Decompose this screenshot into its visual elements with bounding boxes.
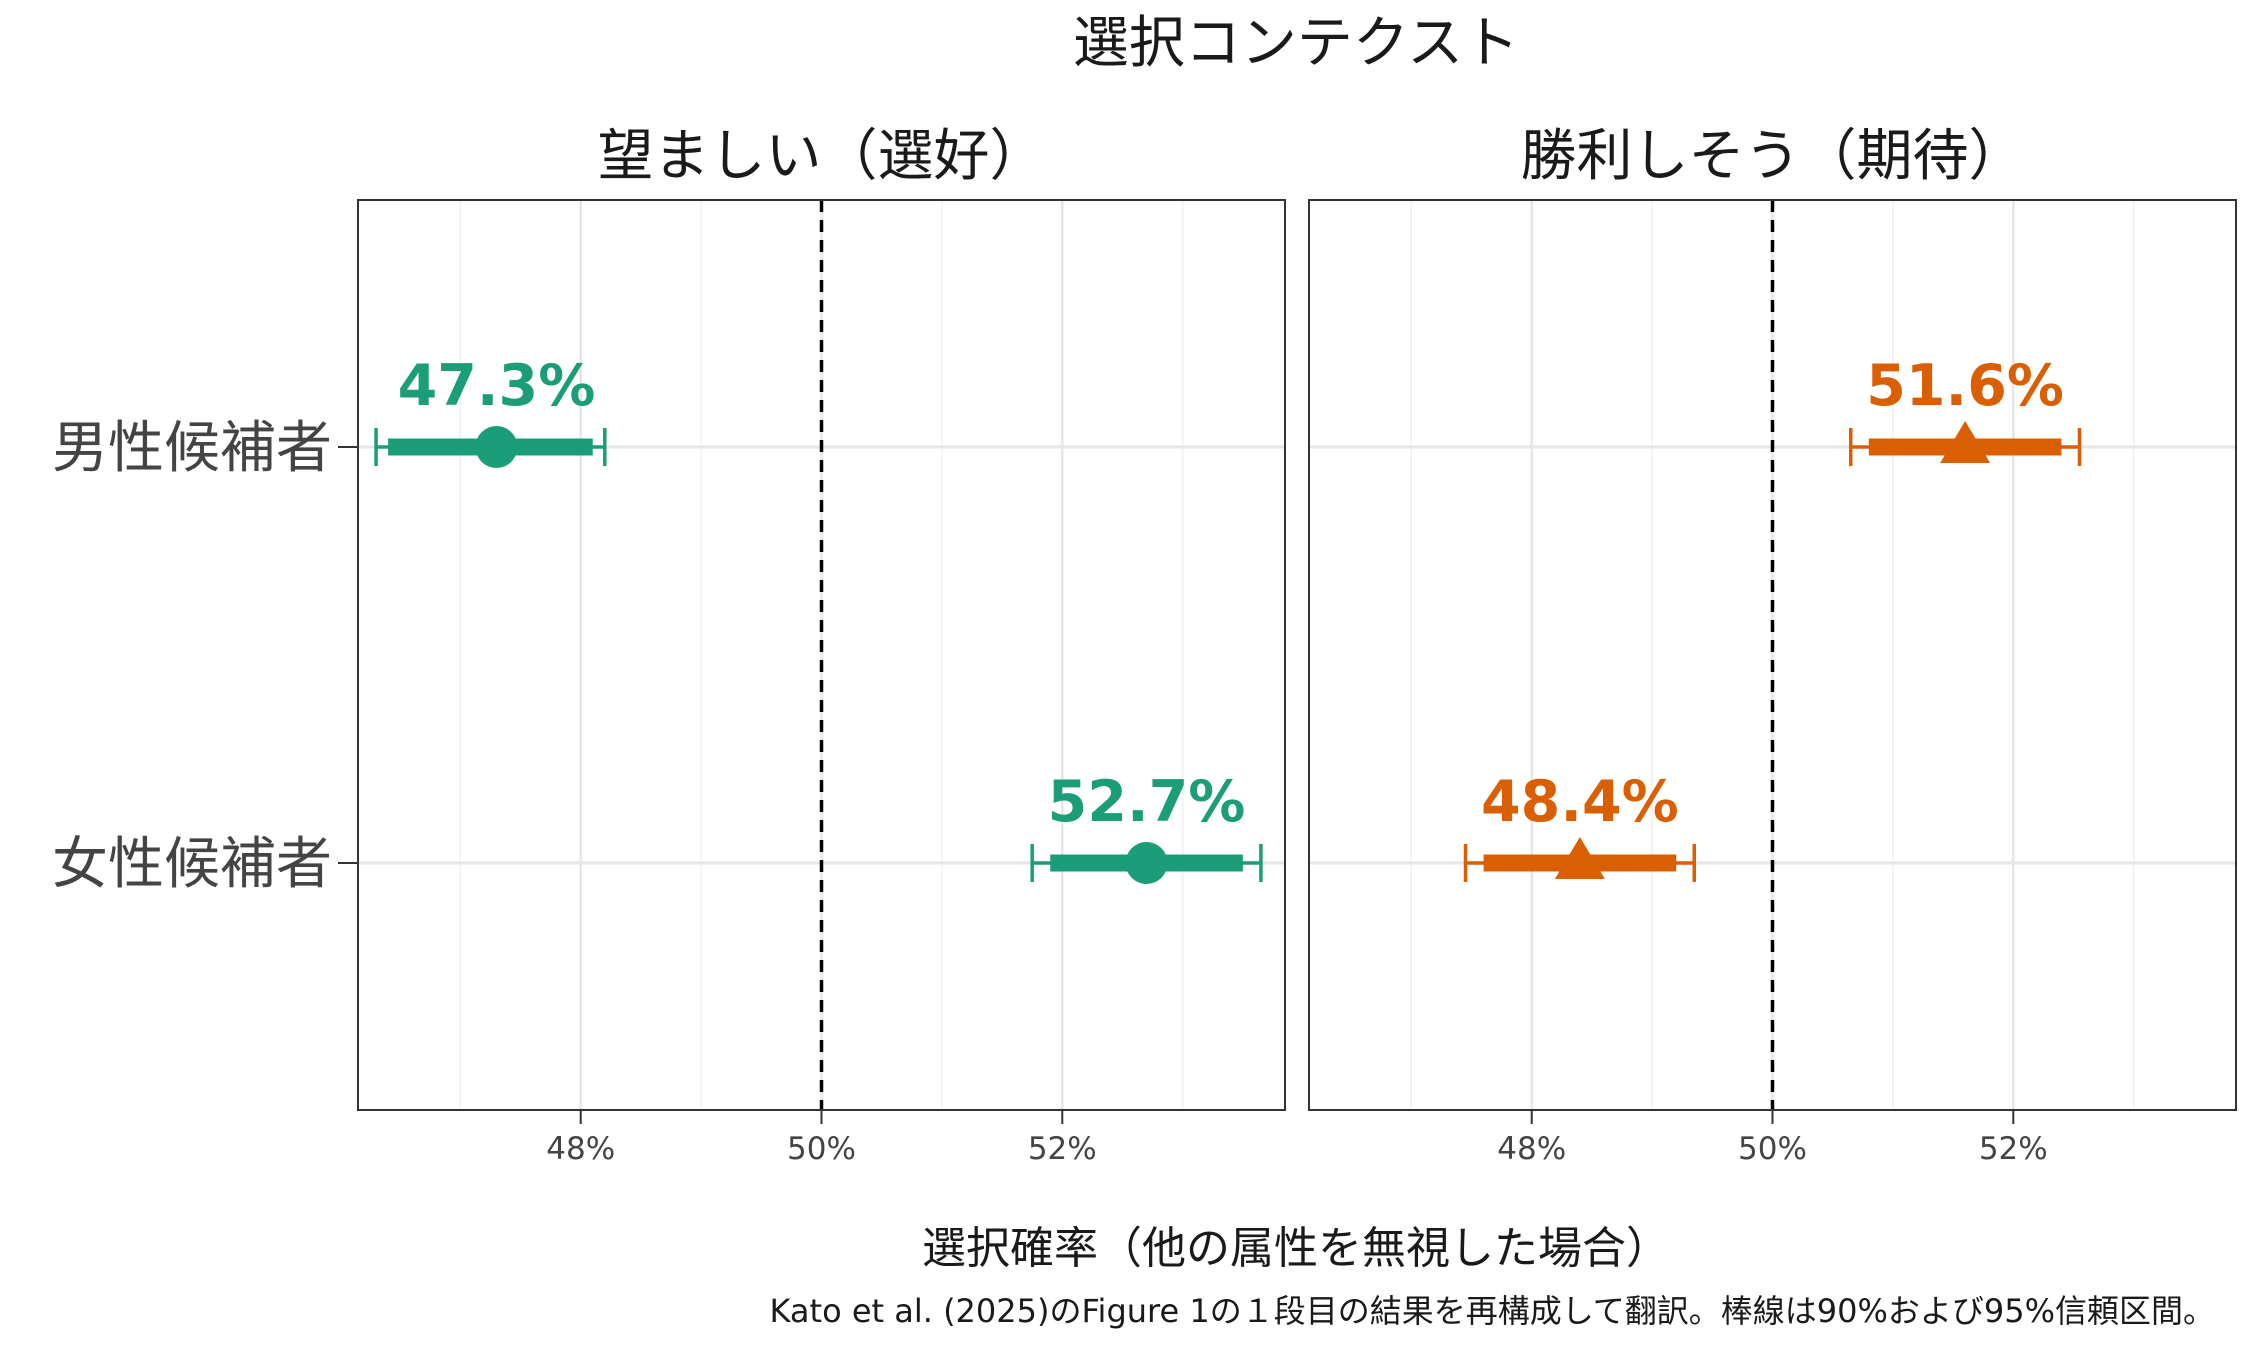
data-label: 51.6% — [1866, 353, 2064, 419]
panel-title: 勝利しそう（期待） — [1521, 124, 2025, 189]
caption: Kato et al. (2025)のFigure 1の１段目の結果を再構成して… — [769, 1292, 2215, 1330]
data-label: 47.3% — [398, 353, 596, 419]
y-tick-label: 女性候補者 — [52, 832, 332, 897]
panel-2: 勝利しそう（期待） 48% 50% 52% 51.6% 48.4% — [1308, 124, 2237, 1167]
chart-title: 選択コンテクスト — [1073, 11, 1519, 76]
point-marker — [1940, 420, 1991, 463]
point-marker — [475, 426, 518, 468]
data-label: 52.7% — [1048, 769, 1246, 835]
x-tick-label: 52% — [1979, 1131, 2048, 1167]
point-marker — [1125, 842, 1168, 884]
x-tick-label: 48% — [1497, 1131, 1566, 1167]
x-tick-label: 48% — [546, 1131, 615, 1167]
point-marker — [1554, 836, 1605, 879]
x-tick-label: 50% — [1738, 1131, 1807, 1167]
panel-1: 望ましい（選好） 48% 50% 52% 47.3% 52.7% — [357, 124, 1286, 1167]
data-label: 48.4% — [1481, 769, 1679, 835]
x-tick-label: 52% — [1028, 1131, 1097, 1167]
x-tick-label: 50% — [787, 1131, 856, 1167]
y-tick-label: 男性候補者 — [52, 416, 332, 481]
x-axis-title: 選択確率（他の属性を無視した場合） — [922, 1223, 1670, 1274]
panel-title: 望ましい（選好） — [598, 124, 1046, 189]
